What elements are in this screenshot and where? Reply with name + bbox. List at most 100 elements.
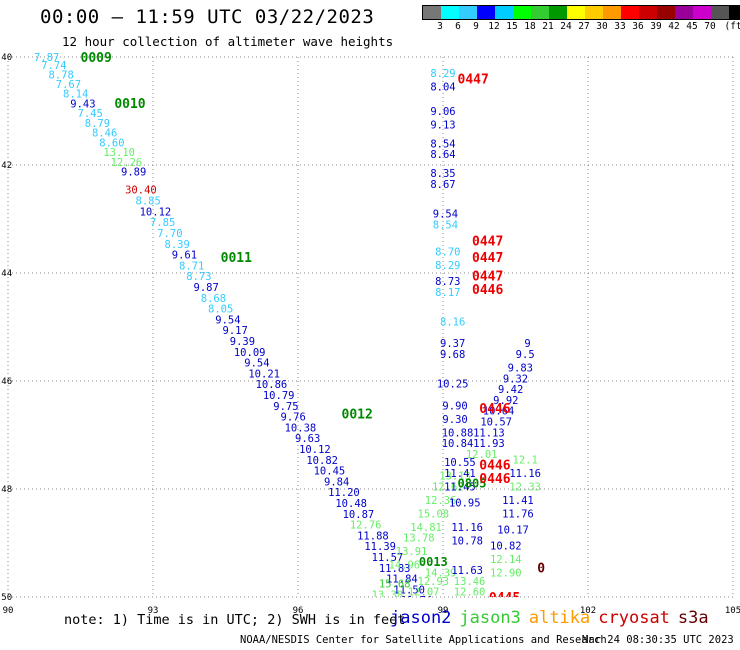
x-tick-label: 102 — [580, 606, 596, 616]
wave-height-point: 9.43 — [70, 98, 95, 110]
color-scale-label: 21 — [542, 21, 554, 32]
pass-time-label: 0446 — [479, 472, 510, 487]
legend-entry-altika: altika — [528, 608, 591, 628]
wave-height-point: 14.96 — [389, 560, 421, 572]
wave-height-point: 9.17 — [223, 325, 248, 337]
x-tick-label: 96 — [293, 606, 304, 616]
color-scale-label: 18 — [524, 21, 536, 32]
wave-height-point: 8.39 — [165, 239, 190, 251]
wave-height-point: 12.90 — [490, 568, 522, 580]
wave-height-point: 10.25 — [437, 379, 469, 391]
pass-time-label: 0447 — [472, 251, 503, 266]
wave-height-point: 9.54 — [215, 314, 240, 326]
wave-height-point: 11.50 — [393, 584, 425, 596]
color-swatch — [603, 6, 621, 19]
wave-height-point: 9.32 — [503, 373, 528, 385]
wave-height-point: 12.01 — [466, 449, 498, 461]
y-tick-label: -44 — [0, 269, 12, 279]
wave-height-point: 8.73 — [186, 271, 211, 283]
wave-height-point: 12.93 — [418, 576, 450, 588]
color-swatch — [567, 6, 585, 19]
pass-time-label: 0446 — [479, 459, 510, 474]
wave-height-point: 7.67 — [56, 79, 81, 91]
wave-height-point: 15.68 — [379, 579, 411, 591]
wave-height-point: 8.79 — [85, 118, 110, 130]
wave-height-point: 11.83 — [379, 563, 411, 575]
wave-height-point: 10.55 — [444, 457, 476, 469]
color-scale-label: 30 — [596, 21, 608, 32]
wave-height-point: 8.85 — [136, 196, 161, 208]
wave-height-point: 9.61 — [172, 250, 197, 262]
wave-height-point: 9.87 — [194, 282, 219, 294]
wave-height-point: 8.17 — [435, 287, 460, 299]
color-scale-label: 39 — [650, 21, 662, 32]
wave-height-point: 9.83 — [508, 363, 533, 375]
wave-height-point: 12.60 — [454, 587, 486, 599]
pass-time-label: 0446 — [472, 283, 503, 298]
wave-height-point: 10.82 — [490, 541, 522, 553]
legend-entry-jason2: jason2 — [390, 608, 452, 628]
pass-time-label: 0447 — [458, 73, 489, 88]
wave-height-point: 8.14 — [63, 89, 88, 101]
wave-height-point: 10.21 — [248, 368, 280, 380]
wave-height-point: 9.76 — [281, 412, 306, 424]
wave-height-point: 10.84 — [442, 438, 474, 450]
credit-line: NOAA/NESDIS Center for Satellite Applica… — [240, 634, 607, 646]
color-swatch — [729, 6, 740, 19]
color-swatch — [693, 6, 711, 19]
color-swatch — [585, 6, 603, 19]
wave-height-point: 9.89 — [121, 166, 146, 178]
color-swatch — [549, 6, 567, 19]
color-swatch — [711, 6, 729, 19]
y-tick-label: -42 — [0, 161, 12, 171]
wave-height-point: 10.38 — [285, 422, 317, 434]
wave-height-point: 9.5 — [516, 349, 535, 361]
wave-height-point: 11.63 — [451, 565, 483, 577]
x-tick-label: 90 — [3, 606, 14, 616]
wave-height-point: 7.70 — [157, 228, 182, 240]
wave-height-point: 8.54 — [430, 138, 455, 150]
wave-height-point: 8.29 — [435, 260, 460, 272]
wave-height-point: 9 — [524, 338, 530, 350]
wave-height-point: 14.81 — [410, 522, 442, 534]
color-scale-label: 9 — [473, 21, 479, 32]
wave-height-point: 12.14 — [490, 554, 522, 566]
wave-height-point: 11.16 — [509, 468, 541, 480]
wave-height-point: 10.12 — [299, 444, 331, 456]
wave-height-point: 9.06 — [430, 106, 455, 118]
color-swatch — [441, 6, 459, 19]
pass-time-label: 0447 — [472, 270, 503, 285]
color-scale-label: 27 — [578, 21, 590, 32]
wave-height-point: 10.88 — [442, 427, 474, 439]
legend-entry-s3a: s3a — [677, 608, 709, 628]
wave-height-point: 13.38 — [372, 589, 404, 601]
color-scale-label: 36 — [632, 21, 644, 32]
color-scale-label: 3 — [437, 21, 443, 32]
wave-height-point: 9.54 — [433, 209, 458, 221]
color-swatch — [459, 6, 477, 19]
color-scale-label: 15 — [506, 21, 518, 32]
wave-height-point: 12.33 — [509, 481, 541, 493]
color-scale-label: (ft) — [724, 21, 740, 32]
wave-height-point: 0805 — [458, 477, 487, 491]
chart-subtitle: 12 hour collection of altimeter wave hei… — [62, 34, 394, 49]
wave-height-point: 10.09 — [234, 347, 266, 359]
wave-height-point: 13.13 — [439, 471, 471, 483]
wave-height-point: 8.78 — [49, 69, 74, 81]
pass-time-label: 0446 — [479, 402, 510, 417]
wave-height-point: 9.90 — [442, 400, 467, 412]
color-scale-label: 42 — [668, 21, 680, 32]
wave-height-point: 9.30 — [442, 414, 467, 426]
wave-height-point: 10.64 — [483, 406, 515, 418]
color-swatch — [675, 6, 693, 19]
wave-height-point: 15.08 — [418, 508, 450, 520]
wave-height-point: 9.92 — [493, 395, 518, 407]
wave-height-point: 13.46 — [454, 576, 486, 588]
pass-time-label: 0010 — [114, 97, 145, 112]
y-tick-label: -46 — [0, 377, 12, 387]
satellite-legend: jason2 jason3 altika cryosat s3a — [390, 608, 717, 628]
wave-height-point: 11.16 — [451, 522, 483, 534]
wave-height-point: 8.35 — [430, 168, 455, 180]
